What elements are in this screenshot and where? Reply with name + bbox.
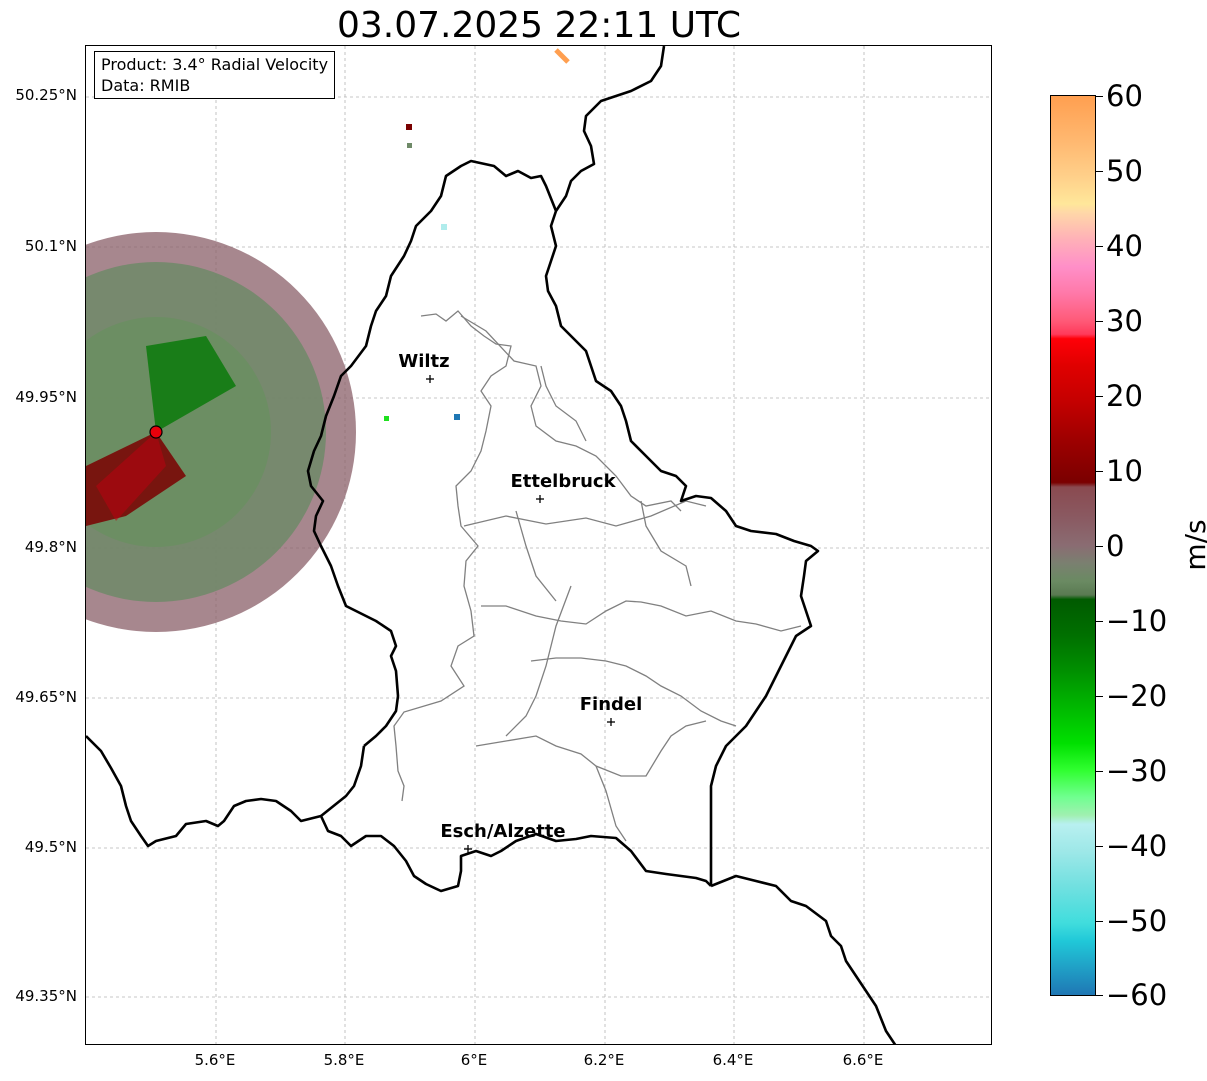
colorbar-label: −40 — [1106, 829, 1168, 863]
country-borders — [86, 46, 897, 1044]
colorbar-label: 50 — [1106, 154, 1143, 188]
lon-label: 5.6°E — [194, 1051, 236, 1069]
colorbar-label: 0 — [1106, 529, 1125, 563]
echo-approaching-sector — [146, 336, 236, 432]
echo-speck — [454, 414, 460, 420]
radar-echoes — [86, 48, 570, 632]
colorbar-label: 40 — [1106, 229, 1143, 263]
colorbar-label: −50 — [1106, 904, 1168, 938]
colorbar-tick — [1096, 471, 1103, 472]
lat-label: 49.65°N — [15, 688, 77, 706]
colorbar-tick — [1096, 246, 1103, 247]
city-label-findel: Findel — [579, 694, 643, 715]
colorbar-label: −60 — [1106, 978, 1168, 1012]
city-marker-esch — [464, 845, 472, 853]
colorbar-label: 20 — [1106, 379, 1143, 413]
colorbar-tick — [1096, 96, 1103, 97]
colorbar-label: −10 — [1106, 604, 1168, 638]
lon-label: 6°E — [460, 1051, 488, 1069]
colorbar-tick — [1096, 621, 1103, 622]
lon-label: 6.2°E — [583, 1051, 625, 1069]
border-de-lu — [544, 46, 820, 886]
lat-label: 50.1°N — [24, 237, 77, 255]
map-frame[interactable] — [85, 45, 992, 1045]
border-de-fr — [710, 874, 897, 1044]
colorbar-unit-label: m/s — [1179, 519, 1207, 571]
echo-streak — [554, 48, 570, 64]
colorbar-tick — [1096, 321, 1103, 322]
lon-label: 6.6°E — [842, 1051, 884, 1069]
colorbar-label: −20 — [1106, 679, 1168, 713]
colorbar-tick — [1096, 846, 1103, 847]
colorbar-label: −30 — [1106, 754, 1168, 788]
map-title: 03.07.2025 22:11 UTC — [336, 5, 742, 46]
info-product: Product: 3.4° Radial Velocity — [101, 55, 329, 74]
echo-receding-streaks — [96, 432, 166, 521]
colorbar-tick — [1096, 396, 1103, 397]
city-marker-wiltz — [426, 375, 434, 383]
colorbar-tick — [1096, 921, 1103, 922]
border-lu-fr — [319, 745, 712, 893]
map-canvas[interactable] — [86, 46, 992, 1045]
velocity-colorbar — [1050, 95, 1096, 996]
colorbar-tick — [1096, 696, 1103, 697]
city-marker-ettelbruck — [536, 495, 544, 503]
colorbar-tick — [1096, 171, 1103, 172]
echo-speck — [441, 224, 447, 230]
lat-label: 49.5°N — [24, 838, 77, 856]
colorbar-tick — [1096, 995, 1103, 996]
radar-site-marker — [149, 425, 163, 439]
colorbar-tick — [1096, 771, 1103, 772]
border-be-lu — [306, 159, 558, 747]
colorbar-label: 10 — [1106, 454, 1143, 488]
lat-label: 49.35°N — [15, 987, 77, 1005]
lat-label: 49.8°N — [24, 538, 77, 556]
echo-speck — [407, 143, 412, 148]
city-label-esch: Esch/Alzette — [440, 821, 566, 842]
colorbar-tick — [1096, 546, 1103, 547]
colorbar-label: 60 — [1106, 79, 1143, 113]
info-box: Product: 3.4° Radial Velocity Data: RMIB — [94, 51, 336, 99]
lat-label: 49.95°N — [15, 388, 77, 406]
lat-label: 50.25°N — [15, 86, 77, 104]
city-markers — [426, 375, 615, 853]
city-marker-findel — [607, 718, 615, 726]
info-data-source: Data: RMIB — [101, 76, 191, 95]
city-label-ettelbruck: Ettelbruck — [510, 471, 616, 492]
border-be-fr — [86, 735, 322, 848]
canton-boundaries — [393, 310, 802, 842]
city-label-wiltz: Wiltz — [398, 351, 450, 372]
lon-label: 5.8°E — [323, 1051, 365, 1069]
echo-speck — [406, 124, 412, 130]
lon-label: 6.4°E — [712, 1051, 754, 1069]
colorbar-label: 30 — [1106, 304, 1143, 338]
echo-speck — [384, 416, 389, 421]
